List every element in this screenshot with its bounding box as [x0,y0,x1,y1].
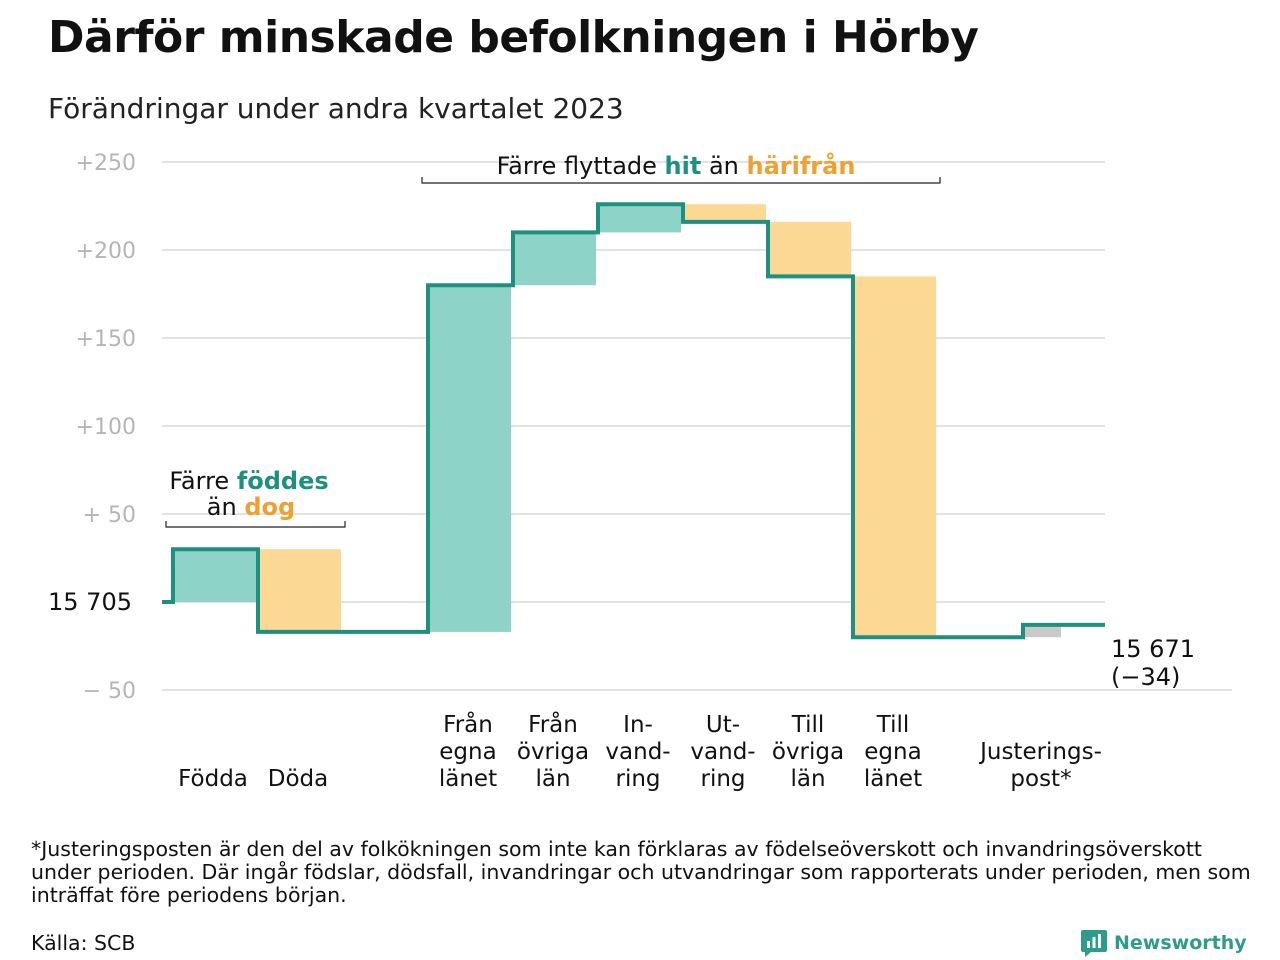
y-tick-label: + 50 [83,503,136,528]
annotation-word-plain: Färre flyttade [497,152,665,180]
category-label: egna [439,739,496,765]
source-label: Källa: SCB [31,931,136,955]
annotation-births-deaths: Färre föddes [169,467,328,495]
category-label: Till [791,712,825,738]
waterfall-chart: +250 +200 +150 +100 + 50 − 50 15 705 15 671(−34… [48,151,1232,792]
category-label: ring [700,766,745,792]
cumulative-step-line [162,202,1105,640]
y-tick-label: +200 [76,239,136,264]
bar-invandring [598,204,681,233]
bar-till-övriga-län [768,221,851,277]
category-label: Justerings- [978,739,1102,765]
category-label: In- [623,712,653,738]
category-label: länet [864,766,922,792]
category-label: Döda [268,766,328,792]
brand-name: Newsworthy [1114,932,1247,954]
annotation-bracket-migration [421,177,941,184]
category-label: övriga [772,739,844,765]
chart-subtitle: Förändringar under andra kvartalet 2023 [48,92,624,125]
category-label: Ut- [706,712,740,738]
annotation-word-plain: Färre [169,467,237,495]
category-label: länet [439,766,497,792]
annotation-births-deaths-line2: än dog [207,493,295,521]
annotation-word-harifran: härifrån [747,151,856,180]
bar-till-egna-länet [853,276,936,638]
y-tick-label: − 50 [83,679,136,704]
category-label: egna [864,739,921,765]
bar-utvandring [683,204,766,222]
bar-födda [173,549,256,602]
newsworthy-logo-icon [1081,930,1107,957]
annotation-word-harifran: dog [244,493,295,521]
category-label: ring [615,766,660,792]
annotation-word-plain: än [207,493,245,521]
end-value-label: 15 671 [1111,635,1195,663]
annotation-word-hit: föddes [237,467,329,495]
annotation-migration: Färre flyttade hit än härifrån [497,151,856,180]
category-label: Till [876,712,910,738]
category-label: Från [528,710,578,738]
brand-logo: Newsworthy [1080,928,1247,958]
category-label: övriga [517,739,589,765]
category-label: län [790,766,825,792]
category-label: vand- [605,739,670,765]
annotation-bracket-births [165,521,346,528]
y-tick-label: +100 [76,415,136,440]
category-label: post* [1010,766,1071,792]
footnote: *Justeringsposten är den del av folkökni… [31,837,1251,907]
category-label: Födda [178,766,248,792]
category-label: Från [443,710,493,738]
change-label: (−34) [1111,663,1180,691]
bar-döda [258,549,341,632]
chart-title: Därför minskade befolkningen i Hörby [48,12,979,63]
y-tick-label: +250 [76,151,136,176]
annotation-word-hit: hit [665,152,702,180]
start-value-label: 15 705 [48,588,132,616]
y-tick-label: +150 [76,327,136,352]
bar-från-egna-länet [428,285,511,632]
category-label: län [535,766,570,792]
annotation-word-plain: än [701,152,746,180]
category-label: vand- [690,739,755,765]
bar-justeringspost- [1023,624,1061,638]
bar-från-övriga-län [513,232,596,286]
